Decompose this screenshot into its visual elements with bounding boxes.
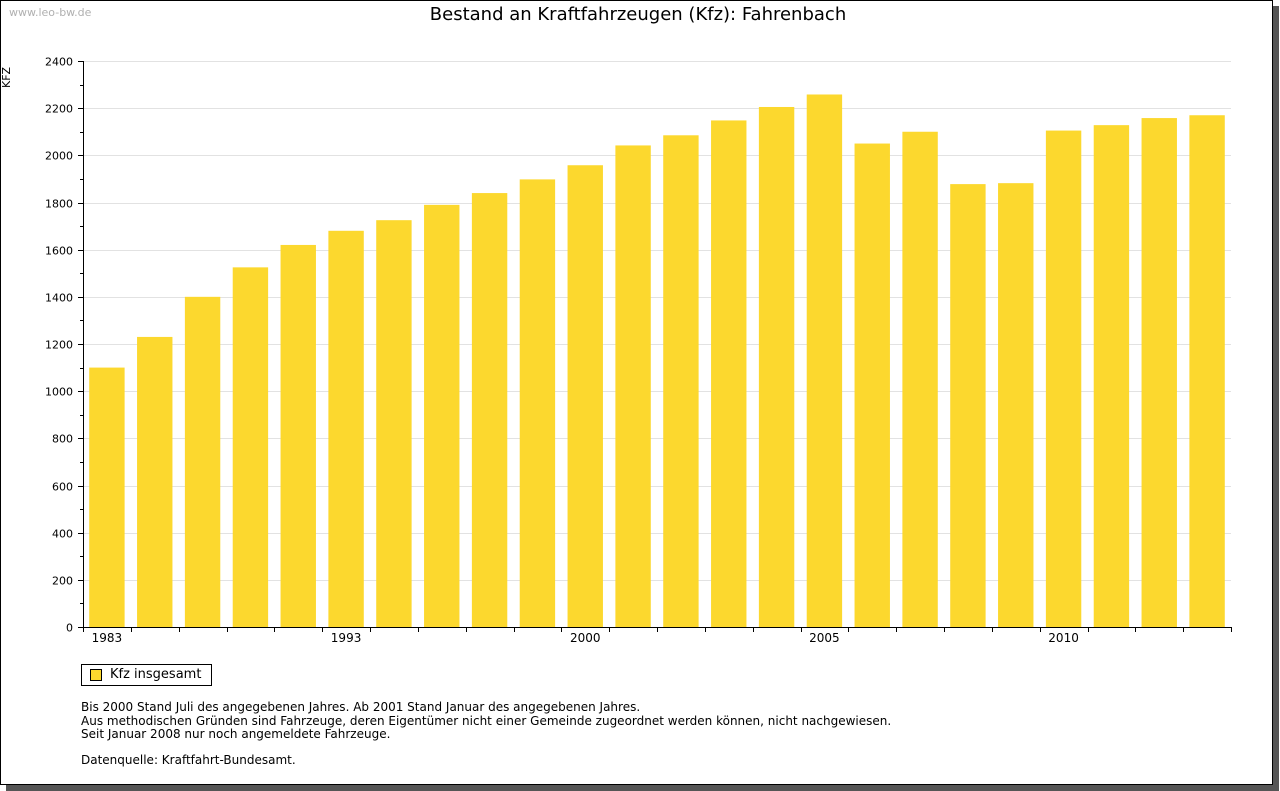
bar: [1141, 118, 1177, 628]
bar: [615, 145, 651, 627]
bar: [854, 143, 890, 627]
bar: [328, 230, 364, 628]
bar: [519, 179, 556, 627]
x-tick-label: 1983: [92, 631, 123, 645]
y-tick-label: 800: [52, 433, 73, 446]
legend: Kfz insgesamt: [81, 664, 213, 686]
bar: [567, 165, 603, 627]
y-tick-label: 1800: [45, 198, 73, 211]
y-tick-label: 200: [52, 575, 73, 588]
y-tick-label: 400: [52, 528, 73, 541]
x-tick-label: 2005: [809, 631, 840, 645]
footnote-2: Aus methodischen Gründen sind Fahrzeuge,…: [81, 713, 892, 728]
bar: [471, 193, 508, 628]
footnotes: Bis 2000 Stand Juli des angegebenen Jahr…: [81, 700, 892, 742]
bar: [758, 106, 795, 628]
bar: [89, 367, 125, 627]
chart-title: Bestand an Kraftfahrzeugen (Kfz): Fahren…: [429, 4, 847, 25]
bar: [711, 120, 747, 628]
y-tick-label: 0: [66, 622, 73, 635]
x-tick-label: 1993: [331, 631, 362, 645]
y-tick-label: 1000: [45, 386, 73, 399]
bar: [806, 94, 843, 627]
bar: [184, 296, 221, 627]
bar: [232, 267, 269, 627]
y-tick-label: 1200: [45, 339, 73, 352]
bar: [424, 204, 460, 627]
footnote-1: Bis 2000 Stand Juli des angegebenen Jahr…: [81, 700, 641, 714]
bar-chart: 0 200 400 600 800 1000 1200 1400 1600 1800 2000 220…: [45, 56, 1232, 645]
bar: [137, 336, 173, 627]
legend-swatch: [90, 669, 102, 681]
y-tick-label: 1400: [45, 292, 73, 305]
bar: [1093, 125, 1130, 627]
x-tick-label: 2000: [570, 631, 601, 645]
y-tick-label: 2400: [45, 56, 73, 69]
bar: [902, 131, 938, 627]
y-tick-label: 1600: [45, 245, 73, 258]
bar: [1045, 130, 1082, 627]
bar: [280, 244, 316, 627]
watermark: www.leo-bw.de: [9, 6, 92, 19]
legend-label: Kfz insgesamt: [110, 667, 202, 682]
data-source: Datenquelle: Kraftfahrt-Bundesamt.: [81, 753, 296, 767]
bar: [376, 220, 412, 627]
y-tick-label: 2200: [45, 103, 73, 116]
bar: [998, 183, 1034, 627]
y-tick-label: 600: [52, 481, 73, 494]
bar: [1189, 115, 1225, 627]
bar: [663, 135, 699, 627]
bar: [950, 184, 986, 628]
footnote-3: Seit Januar 2008 nur noch angemeldete Fa…: [81, 727, 391, 741]
y-tick-label: 2000: [45, 150, 73, 163]
x-tick-label: 2010: [1048, 631, 1079, 645]
